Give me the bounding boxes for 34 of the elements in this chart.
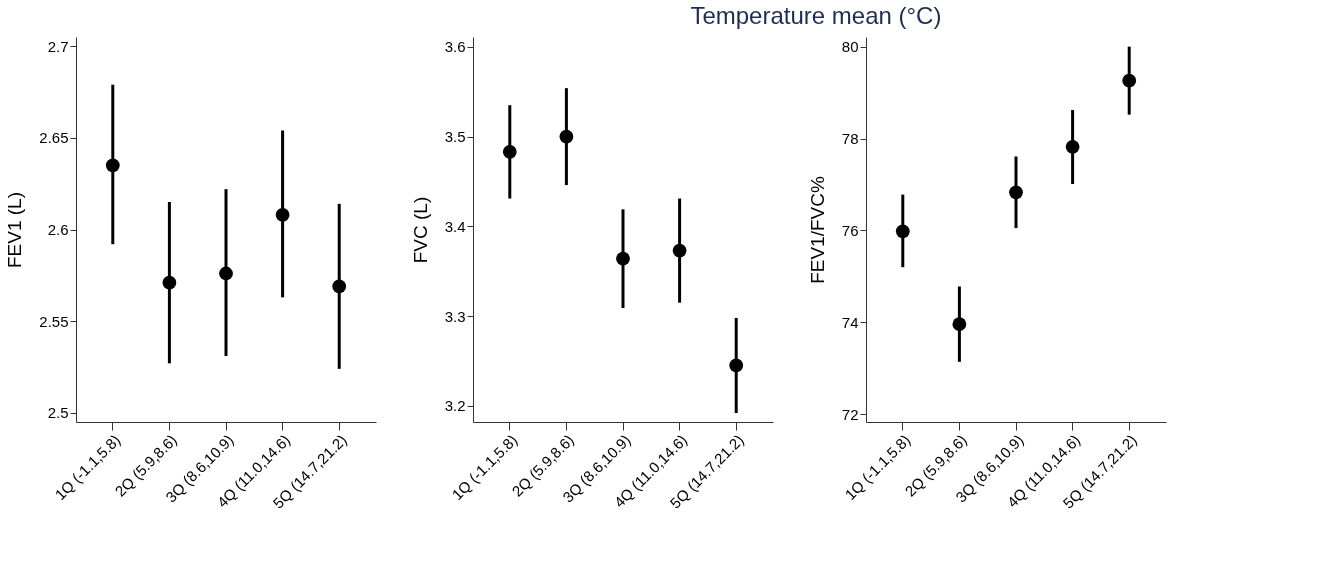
y-tick-label: 72 [841, 405, 859, 423]
y-tick-label: 3.6 [444, 38, 466, 56]
y-tick-label: 2.7 [47, 37, 69, 55]
point [895, 224, 910, 239]
y-tick-label: 80 [841, 38, 859, 56]
y-tick-label: 3.5 [444, 128, 466, 146]
point [1122, 73, 1137, 88]
y-tick-label: 74 [841, 313, 859, 331]
y-axis-title: FVC (L) [409, 196, 431, 264]
y-tick-label: 2.5 [47, 404, 69, 422]
y-tick-label: 76 [841, 221, 859, 239]
point [559, 129, 574, 144]
point [219, 266, 233, 281]
y-tick-label: 3.3 [444, 307, 466, 325]
point [502, 144, 517, 159]
point [729, 358, 744, 373]
point [952, 317, 967, 332]
point [105, 158, 120, 173]
y-axis-title: FEV1 (L) [4, 191, 26, 269]
y-tick-label: 78 [841, 130, 859, 148]
point [616, 251, 630, 266]
y-tick-label: 3.2 [444, 397, 466, 415]
chart-title: Temperature mean (°C) [690, 2, 942, 29]
y-tick-label: 2.6 [47, 221, 69, 238]
point [162, 275, 177, 290]
point [332, 279, 347, 294]
y-tick-label: 3.4 [444, 217, 466, 235]
point [1065, 139, 1080, 154]
y-tick-label: 2.55 [39, 312, 69, 330]
y-axis-title: FEV1/FVC% [806, 176, 828, 284]
point [275, 207, 290, 222]
point [672, 243, 687, 258]
point [1009, 185, 1023, 200]
y-tick-label: 2.65 [39, 129, 69, 147]
